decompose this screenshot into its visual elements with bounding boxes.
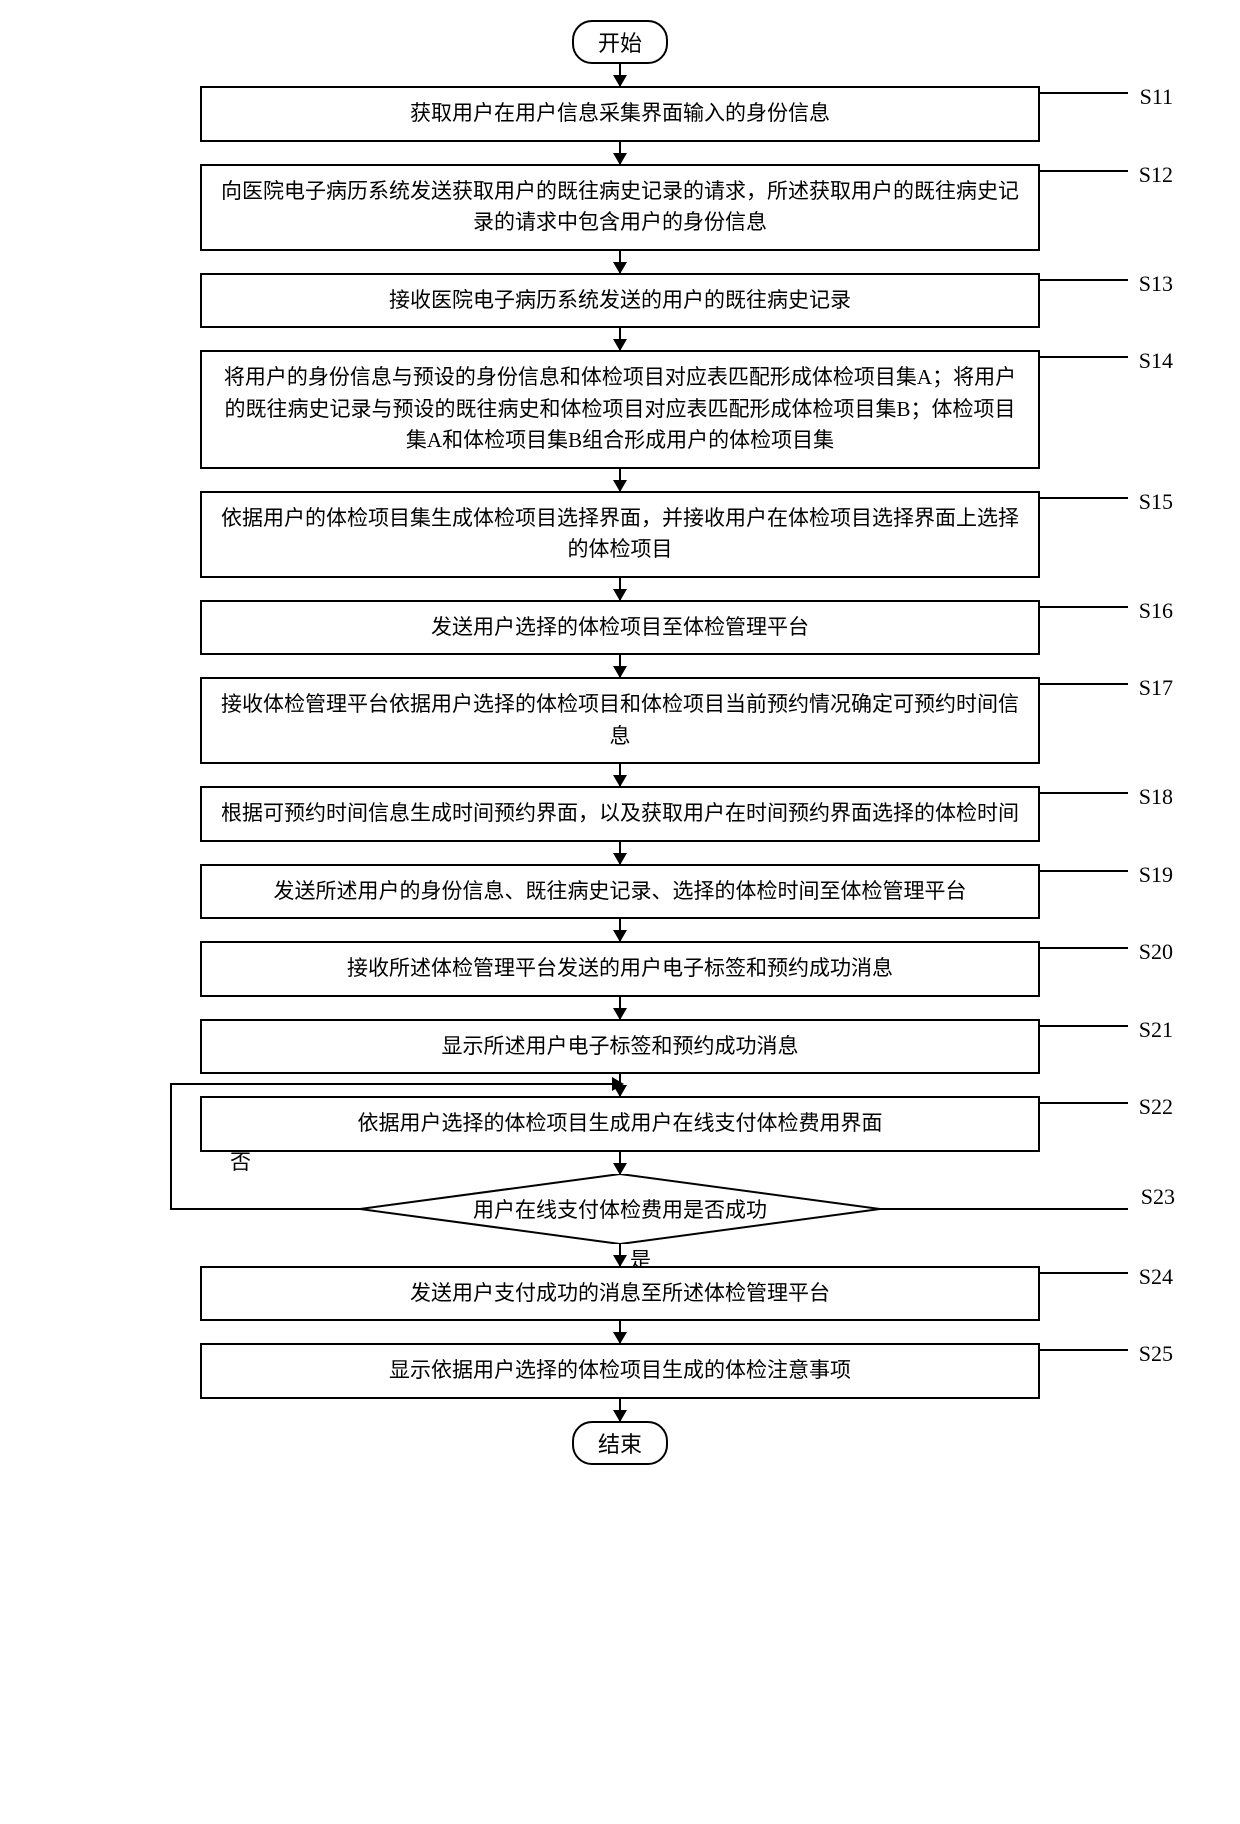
leader-line bbox=[880, 1208, 1128, 1210]
step-label-S25: S25 bbox=[1139, 1337, 1173, 1370]
leader-line bbox=[1040, 356, 1128, 358]
leader-line bbox=[1040, 947, 1128, 949]
decision-S23: 用户在线支付体检费用是否成功 bbox=[360, 1174, 880, 1244]
no-loop-line bbox=[170, 1083, 614, 1085]
process-S12: 向医院电子病历系统发送获取用户的既往病史记录的请求，所述获取用户的既往病史记录的… bbox=[200, 164, 1040, 251]
step-label-S15: S15 bbox=[1139, 485, 1173, 518]
leader-line bbox=[1040, 683, 1128, 685]
step-label-S14: S14 bbox=[1139, 344, 1173, 377]
process-S13: 接收医院电子病历系统发送的用户的既往病史记录S13 bbox=[200, 273, 1040, 329]
step-label-S24: S24 bbox=[1139, 1260, 1173, 1293]
leader-line bbox=[1040, 870, 1128, 872]
process-S21: 显示所述用户电子标签和预约成功消息S21 bbox=[200, 1019, 1040, 1075]
step-label-S18: S18 bbox=[1139, 780, 1173, 813]
no-loop-arrowhead bbox=[612, 1077, 624, 1091]
decision-text: 用户在线支付体检费用是否成功 bbox=[360, 1174, 880, 1244]
process-S19: 发送所述用户的身份信息、既往病史记录、选择的体检时间至体检管理平台S19 bbox=[200, 864, 1040, 920]
leader-line bbox=[1040, 1025, 1128, 1027]
process-S14: 将用户的身份信息与预设的身份信息和体检项目对应表匹配形成体检项目集A；将用户的既… bbox=[200, 350, 1040, 469]
start-terminator: 开始 bbox=[572, 20, 668, 64]
process-S18: 根据可预约时间信息生成时间预约界面，以及获取用户在时间预约界面选择的体检时间S1… bbox=[200, 786, 1040, 842]
step-label-S17: S17 bbox=[1139, 671, 1173, 704]
no-loop-line bbox=[170, 1084, 172, 1209]
process-S11: 获取用户在用户信息采集界面输入的身份信息S11 bbox=[200, 86, 1040, 142]
step-label-S22: S22 bbox=[1139, 1090, 1173, 1123]
no-loop-line bbox=[170, 1208, 360, 1210]
step-label-S20: S20 bbox=[1139, 935, 1173, 968]
step-label-S19: S19 bbox=[1139, 858, 1173, 891]
step-label-S13: S13 bbox=[1139, 267, 1173, 300]
process-S16: 发送用户选择的体检项目至体检管理平台S16 bbox=[200, 600, 1040, 656]
leader-line bbox=[1040, 1272, 1128, 1274]
end-terminator: 结束 bbox=[572, 1421, 668, 1465]
process-S20: 接收所述体检管理平台发送的用户电子标签和预约成功消息S20 bbox=[200, 941, 1040, 997]
process-S15: 依据用户的体检项目集生成体检项目选择界面，并接收用户在体检项目选择界面上选择的体… bbox=[200, 491, 1040, 578]
step-label-S11: S11 bbox=[1140, 80, 1173, 113]
process-S17: 接收体检管理平台依据用户选择的体检项目和体检项目当前预约情况确定可预约时间信息S… bbox=[200, 677, 1040, 764]
leader-line bbox=[1040, 606, 1128, 608]
leader-line bbox=[1040, 1349, 1128, 1351]
leader-line bbox=[1040, 497, 1128, 499]
process-S22: 依据用户选择的体检项目生成用户在线支付体检费用界面S22 bbox=[200, 1096, 1040, 1152]
process-S25: 显示依据用户选择的体检项目生成的体检注意事项S25 bbox=[200, 1343, 1040, 1399]
no-label: 否 bbox=[230, 1146, 251, 1176]
step-label-S23: S23 bbox=[1141, 1184, 1175, 1210]
leader-line bbox=[1040, 279, 1128, 281]
leader-line bbox=[1040, 92, 1128, 94]
step-label-S21: S21 bbox=[1139, 1013, 1173, 1046]
leader-line bbox=[1040, 1102, 1128, 1104]
step-label-S16: S16 bbox=[1139, 594, 1173, 627]
leader-line bbox=[1040, 792, 1128, 794]
leader-line bbox=[1040, 170, 1128, 172]
step-label-S12: S12 bbox=[1139, 158, 1173, 191]
process-S24: 发送用户支付成功的消息至所述体检管理平台S24 bbox=[200, 1266, 1040, 1322]
